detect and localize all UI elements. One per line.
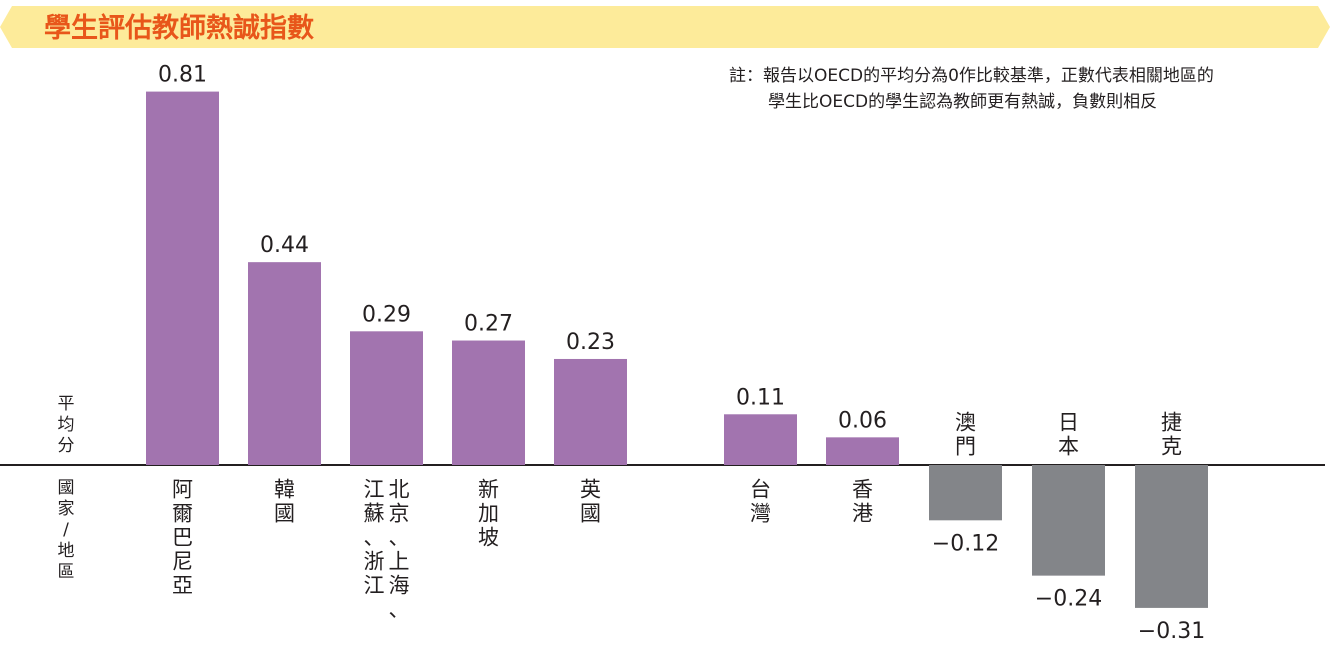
bars	[146, 91, 1208, 608]
bar	[1032, 465, 1105, 576]
value-label: 0.27	[464, 312, 513, 337]
category-label: 韓國	[274, 477, 295, 525]
x-axis-label: 國家/地區	[58, 478, 75, 582]
value-label: 0.29	[362, 302, 411, 327]
bar	[350, 331, 423, 465]
value-label: −0.12	[932, 531, 999, 556]
bar	[554, 358, 627, 465]
category-label: 英國	[580, 477, 601, 525]
bar	[248, 262, 321, 465]
value-label: 0.06	[838, 408, 887, 433]
value-labels: 0.81 0.44 0.29 0.27 0.23 0.11 0.06 −0.12 −0.24 −0…	[158, 63, 1205, 644]
value-label: 0.44	[260, 233, 309, 258]
title-banner	[0, 6, 1330, 48]
category-label: 江蘇、浙江	[364, 477, 385, 597]
bar	[826, 437, 899, 465]
category-label: 澳門	[955, 410, 976, 458]
value-label: 0.81	[158, 63, 207, 88]
bar	[1135, 465, 1208, 608]
category-labels: 阿爾巴尼亞 韓國 北京、上海、江蘇、浙江 新加坡 英國 台灣 香港 澳門 日本 捷克	[172, 410, 1182, 621]
category-label: 捷克	[1161, 410, 1182, 458]
category-label: 日本	[1058, 410, 1079, 458]
bar	[929, 465, 1002, 521]
value-label: −0.24	[1035, 587, 1102, 612]
category-label: 北京、上海、	[389, 477, 410, 621]
y-axis-label: 平均分	[58, 394, 75, 456]
value-label: 0.11	[736, 385, 785, 410]
bar	[452, 340, 525, 465]
chart-title: 學生評估教師熱誠指數	[44, 12, 314, 44]
category-label: 阿爾巴尼亞	[172, 477, 193, 597]
category-label: 香港	[852, 477, 873, 525]
bar	[724, 414, 797, 465]
bar	[146, 91, 219, 465]
y-axis-label-text: 平均分	[58, 394, 75, 456]
x-axis-label-text: 國家/地區	[58, 478, 75, 582]
category-label: 台灣	[750, 477, 771, 525]
chart-note-line-2: 學生比OECD的學生認為教師更有熱誠，負數則相反	[768, 92, 1157, 112]
value-label: 0.23	[566, 330, 615, 355]
value-label: −0.31	[1138, 619, 1205, 644]
category-label: 新加坡	[478, 477, 499, 549]
chart-note-line-1: 註：報告以OECD的平均分為0作比較基準，正數代表相關地區的	[729, 66, 1214, 86]
